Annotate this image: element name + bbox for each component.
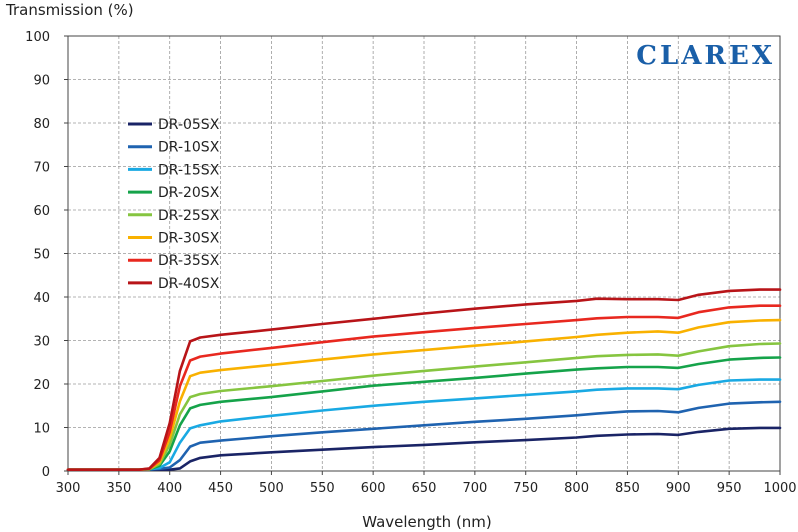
series-line-dr-40sx [66,288,782,472]
series-line-dr-30sx [66,318,782,472]
y-tick-label: 40 [33,291,50,306]
x-tick-label: 950 [717,481,742,496]
legend-label: DR-35SX [158,253,220,269]
legend-label: DR-40SX [158,276,220,292]
legend-label: DR-25SX [158,208,220,224]
x-tick-label: 850 [615,481,640,496]
y-tick-label: 20 [33,378,50,393]
y-axis-title: Transmission (%) [5,1,134,19]
x-tick-label: 1000 [763,481,796,496]
brand-logo: CLAREX [636,41,775,71]
x-tick-label: 500 [259,481,284,496]
x-tick-label: 450 [208,481,233,496]
x-tick-label: 900 [666,481,691,496]
x-tick-label: 600 [361,481,386,496]
y-tick-label: 70 [33,161,50,176]
y-tick-label: 60 [33,204,50,219]
series-line-dr-35sx [66,304,782,472]
x-tick-label: 550 [310,481,335,496]
y-tick-label: 0 [42,465,50,480]
y-tick-label: 30 [33,335,50,350]
legend: DR-05SX DR-10SX DR-15SX DR-20SX DR-25SX DR-30… [128,117,220,292]
tick-labels: 300 350 400 450 500 550 600 650 700 750 800 850 900 9… [25,30,796,496]
legend-label: DR-15SX [158,162,220,178]
y-tick-label: 100 [25,30,50,45]
y-tick-label: 80 [33,117,50,132]
x-tick-label: 650 [412,481,437,496]
y-tick-label: 90 [33,74,50,89]
x-tick-label: 350 [106,481,131,496]
legend-label: DR-10SX [158,140,220,156]
series-line-dr-15sx [66,378,782,472]
legend-label: DR-30SX [158,231,220,247]
x-tick-label: 750 [513,481,538,496]
x-tick-label: 400 [157,481,182,496]
x-axis-title: Wavelength (nm) [362,513,492,531]
legend-label: DR-20SX [158,185,220,201]
series-layer [66,288,782,472]
grid [68,36,780,471]
y-tick-label: 50 [33,248,50,263]
series-line-dr-25sx [66,342,782,472]
x-tick-label: 700 [462,481,487,496]
series-line-dr-20sx [66,356,782,472]
x-tick-label: 300 [56,481,81,496]
legend-label: DR-05SX [158,117,220,133]
x-tick-label: 800 [564,481,589,496]
y-tick-label: 10 [33,422,50,437]
